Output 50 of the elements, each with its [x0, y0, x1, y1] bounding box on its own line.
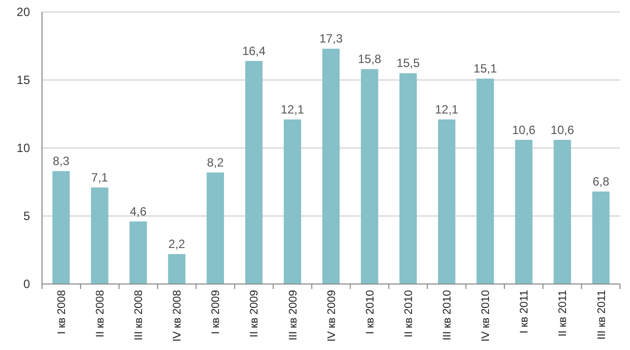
data-label: 12,1: [434, 102, 459, 116]
bar: [168, 254, 186, 284]
data-label: 2,2: [168, 237, 186, 252]
x-tick-label: I кв 2008: [56, 290, 68, 334]
x-tick-label: III кв 2008: [133, 290, 146, 340]
x-tick-label: III кв 2010: [442, 290, 454, 340]
bar: [360, 69, 378, 284]
data-label: 16,4: [242, 44, 266, 58]
data-label: 17,3: [319, 32, 343, 46]
data-label: 12,1: [280, 102, 304, 116]
bar: [399, 73, 417, 284]
data-label: 10,6: [550, 122, 574, 137]
y-tick-label: 10: [16, 141, 30, 156]
bar: [322, 48, 340, 284]
y-tick-label: 5: [23, 209, 30, 224]
x-tick-label: IV кв 2008: [172, 290, 184, 342]
bar: [245, 60, 263, 284]
x-tick-label: I кв 2009: [210, 290, 222, 334]
x-tick-label: III кв 2011: [596, 290, 608, 340]
data-label: 4,6: [130, 204, 147, 218]
x-tick-label: II кв 2010: [402, 290, 415, 338]
x-tick-label: I кв 2010: [364, 290, 376, 334]
bar: [284, 119, 302, 284]
bar: [438, 119, 456, 284]
data-label: 8,3: [52, 154, 70, 168]
x-tick-label: I кв 2011: [518, 290, 531, 334]
x-tick-label: III кв 2009: [287, 290, 300, 340]
x-tick-label: IV кв 2010: [480, 290, 492, 342]
data-label: 10,6: [512, 122, 536, 137]
y-tick-label: 0: [23, 277, 30, 292]
bar: [476, 78, 494, 284]
y-tick-label: 15: [16, 73, 30, 88]
data-label: 15,8: [358, 52, 382, 66]
bar: [206, 172, 224, 284]
x-tick-label: II кв 2011: [557, 290, 570, 337]
bar: [515, 140, 532, 284]
x-tick-label: IV кв 2009: [326, 290, 338, 342]
x-tick-label: II кв 2008: [94, 290, 106, 338]
data-label: 6,8: [592, 174, 610, 189]
bar: [554, 140, 572, 284]
data-label: 7,1: [91, 170, 108, 184]
x-tick-label: II кв 2009: [248, 290, 261, 338]
y-tick-label: 20: [16, 5, 30, 20]
data-label: 15,5: [396, 56, 420, 70]
bar: [52, 171, 70, 284]
bar: [592, 192, 610, 284]
data-label: 8,2: [206, 155, 224, 170]
bar: [90, 187, 108, 284]
data-label: 15,1: [474, 62, 498, 76]
bar: [130, 221, 147, 284]
